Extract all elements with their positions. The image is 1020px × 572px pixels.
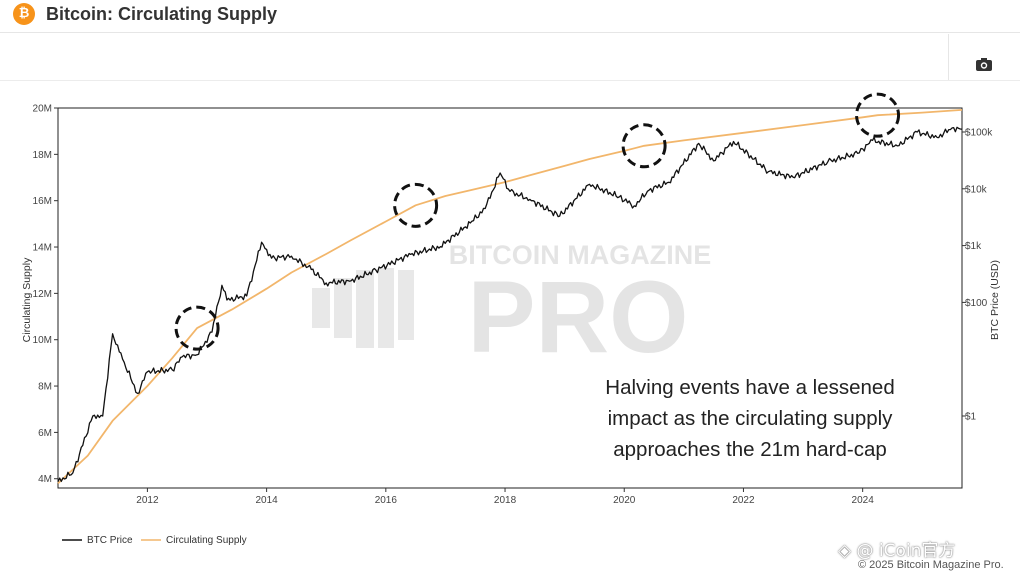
x-tick-label: 2022 — [732, 495, 755, 506]
toolbar-divider — [948, 34, 949, 80]
legend-label-price[interactable]: BTC Price — [87, 535, 133, 546]
x-tick-label: 2016 — [375, 495, 398, 506]
halving-marker-circle — [621, 123, 667, 169]
annotation-line: impact as the circulating supply — [607, 407, 893, 430]
brand-watermark: BITCOIN MAGAZINE PRO — [312, 240, 711, 374]
y-right-tick-label: $100 — [965, 298, 988, 309]
watermark-text-top: BITCOIN MAGAZINE — [449, 240, 712, 270]
copyright-footer: © 2025 Bitcoin Magazine Pro. — [858, 559, 1004, 571]
annotation-text: Halving events have a lessened impact as… — [560, 372, 940, 465]
y-left-axis-title: Circulating Supply — [21, 257, 33, 342]
x-tick-label: 2018 — [494, 495, 517, 506]
btc-price-line — [57, 126, 963, 483]
y-right-tick-label: $10k — [965, 184, 988, 195]
camera-icon[interactable] — [974, 56, 994, 72]
y-left-tick-label: 20M — [33, 104, 52, 115]
x-tick-label: 2014 — [255, 495, 278, 506]
series-layer — [57, 109, 963, 485]
y-left-tick-label: 12M — [33, 289, 52, 300]
y-right-tick-label: $100k — [965, 128, 993, 139]
corner-watermark: ◈ @ iCoin官方 — [838, 541, 956, 561]
x-tick-label: 2024 — [852, 495, 875, 506]
bitcoin-icon: ₿ — [13, 3, 35, 25]
y-right-tick-label: $1k — [965, 241, 982, 252]
x-tick-label: 2020 — [613, 495, 636, 506]
y-right-tick-label: $1 — [965, 412, 977, 423]
legend-label-supply[interactable]: Circulating Supply — [166, 535, 247, 546]
x-tick-label: 2012 — [136, 495, 159, 506]
halving-markers — [174, 92, 901, 351]
watermark-text-pro: PRO — [467, 260, 688, 374]
halving-marker-circle — [393, 182, 439, 228]
halving-marker-circle — [855, 92, 901, 138]
annotation-line: Halving events have a lessened — [605, 376, 895, 399]
y-left-tick-label: 6M — [38, 428, 52, 439]
watermark-logo — [312, 268, 414, 348]
legend[interactable]: BTC Price Circulating Supply — [62, 535, 247, 546]
chart-header: ₿ Bitcoin: Circulating Supply — [0, 0, 1020, 33]
toolbar-divider-line — [0, 80, 1020, 81]
halving-marker-circle — [174, 305, 220, 351]
y-left-tick-label: 10M — [33, 335, 52, 346]
page-title: Bitcoin: Circulating Supply — [46, 4, 278, 24]
y-left-tick-label: 16M — [33, 196, 52, 207]
circulating-supply-line — [57, 109, 963, 485]
annotation-line: approaches the 21m hard-cap — [613, 438, 887, 461]
y-right-axis-title: BTC Price (USD) — [989, 260, 1001, 340]
y-left-tick-label: 8M — [38, 382, 52, 393]
y-left-tick-label: 4M — [38, 474, 52, 485]
y-left-tick-label: 18M — [33, 150, 52, 161]
axes: 4M 6M 8M 10M 12M 14M 16M 18M 20M $1 $100 $1k $10k $10… — [21, 104, 1001, 507]
y-left-tick-label: 14M — [33, 243, 52, 254]
plot-frame — [57, 107, 963, 489]
